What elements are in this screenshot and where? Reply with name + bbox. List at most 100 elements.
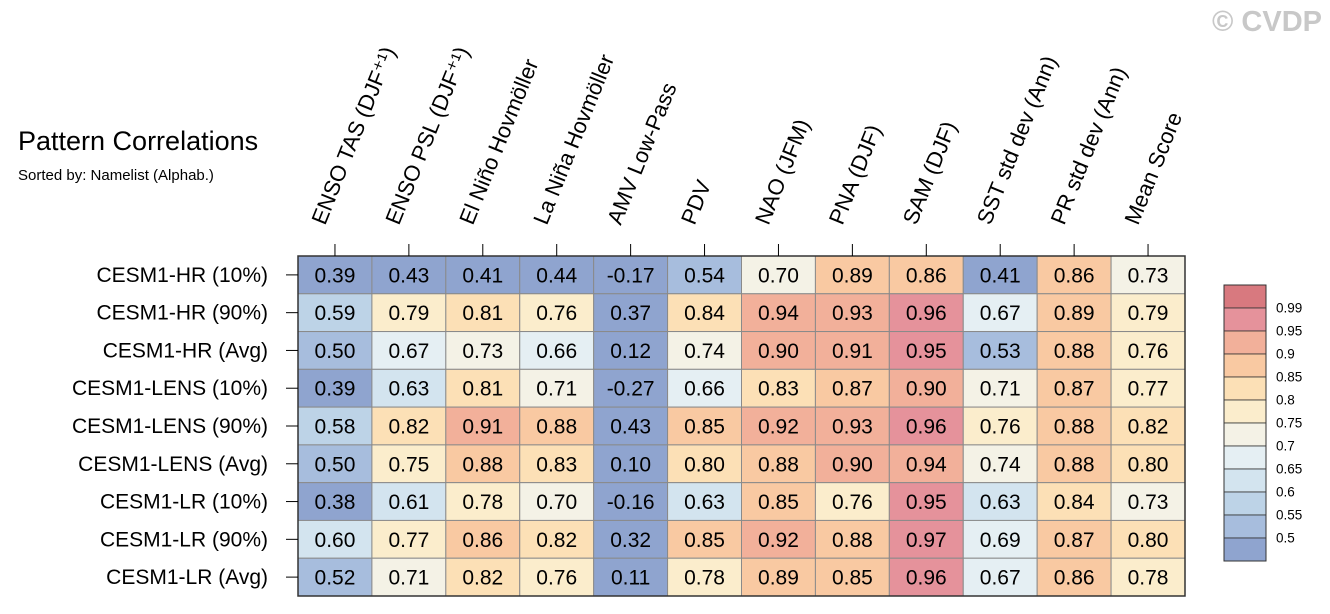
column-label: ENSO PSL (DJF⁺¹): [380, 43, 474, 228]
heatmap-cell: [962, 519, 1038, 559]
cell-value-label: 0.60: [315, 529, 356, 552]
cell-value-label: 0.73: [1128, 491, 1169, 514]
colorbar-tick-label: 0.8: [1276, 393, 1295, 408]
cell-value-label: 0.63: [684, 491, 725, 514]
column-label: SST std dev (Ann): [972, 52, 1062, 228]
heatmap-cell: [741, 368, 816, 408]
cell-value-label: 0.12: [610, 340, 651, 363]
cell-value-label: 0.77: [388, 529, 429, 552]
cell-value-label: 0.88: [536, 416, 577, 439]
cell-value-label: 0.74: [980, 453, 1021, 476]
heatmap-cell: [814, 519, 890, 559]
heatmap-cell: [371, 444, 447, 484]
colorbar-swatch: [1223, 491, 1267, 516]
heatmap-cell: [593, 406, 669, 446]
heatmap-cell: [1036, 482, 1112, 521]
cell-value-label: 0.77: [1128, 378, 1169, 401]
colorbar-tick-label: 0.55: [1276, 508, 1302, 523]
cell-value-label: 0.66: [536, 340, 577, 363]
colorbar-swatch: [1223, 284, 1267, 309]
cell-value-label: 0.37: [610, 302, 651, 325]
cell-value-label: 0.96: [906, 302, 947, 325]
heatmap-cell: [1036, 293, 1112, 333]
cell-value-label: 0.97: [906, 529, 947, 552]
colorbar-tick-label: 0.6: [1276, 485, 1295, 500]
cell-value-label: 0.88: [462, 453, 503, 476]
heatmap-cell: [297, 444, 373, 484]
cell-value-label: 0.71: [980, 378, 1021, 401]
heatmap-cell: [667, 406, 742, 446]
cell-value-label: 0.43: [610, 416, 651, 439]
heatmap-cell: [667, 293, 742, 333]
row-labels: CESM1-HR (10%) CESM1-HR (90%) CESM1-HR (Av…: [72, 264, 298, 589]
heatmap-cell: [1110, 406, 1186, 446]
heatmap-cell: [297, 406, 373, 446]
cell-value-label: 0.86: [462, 529, 503, 552]
heatmap-cell: [1036, 255, 1112, 295]
cell-value-label: 0.86: [1054, 264, 1095, 287]
heatmap-cell: [519, 406, 595, 446]
cell-value-label: 0.74: [684, 340, 725, 363]
cell-value-label: 0.41: [980, 264, 1021, 287]
colorbar-tick-label: 0.99: [1276, 301, 1302, 316]
cell-value-label: 0.96: [906, 567, 947, 590]
colorbar-tick-label: 0.65: [1276, 462, 1302, 477]
cell-value-label: 0.81: [462, 378, 503, 401]
heatmap-cell: [1036, 557, 1112, 597]
cell-value-label: 0.88: [1054, 340, 1095, 363]
cell-value-label: 0.83: [758, 378, 799, 401]
cell-value-label: 0.67: [980, 302, 1021, 325]
heatmap-cell: [962, 557, 1038, 597]
cell-value-label: 0.41: [462, 264, 503, 287]
heatmap-cell: [593, 482, 669, 521]
colorbar-swatch: [1223, 307, 1267, 332]
cell-value-label: 0.89: [832, 264, 873, 287]
heatmap-cell: [814, 444, 890, 484]
cell-value-label: 0.54: [684, 264, 725, 287]
heatmap-cell: [519, 519, 595, 559]
watermark: © CVDP: [1212, 6, 1322, 38]
colorbar-swatch: [1223, 422, 1267, 447]
title-block: Pattern Correlations Sorted by: Namelist…: [18, 126, 258, 184]
row-label: CESM1-LENS (10%): [72, 377, 268, 400]
cell-value-label: 0.95: [906, 340, 947, 363]
cell-value-label: 0.78: [1128, 567, 1169, 590]
cell-value-label: 0.90: [832, 453, 873, 476]
colorbar-swatch: [1223, 537, 1267, 562]
cell-value-label: 0.61: [388, 491, 429, 514]
cell-value-label: -0.17: [607, 264, 655, 287]
cell-value-label: 0.76: [832, 491, 873, 514]
colorbar-tick-label: 0.5: [1276, 531, 1295, 546]
heatmap-cell: [962, 482, 1038, 521]
heatmap-cell: [1036, 406, 1112, 446]
cell-value-label: 0.78: [462, 491, 503, 514]
cell-value-label: 0.83: [536, 453, 577, 476]
cell-value-label: 0.43: [388, 264, 429, 287]
heatmap-cell: [962, 331, 1038, 370]
cell-value-label: 0.82: [536, 529, 577, 552]
cell-value-label: 0.92: [758, 416, 799, 439]
cell-value-label: 0.52: [315, 567, 356, 590]
heatmap-cell: [888, 293, 964, 333]
heatmap-cell: [1036, 368, 1112, 408]
cell-value-label: 0.82: [462, 567, 503, 590]
heatmap-cell: [814, 255, 890, 295]
heatmap-cell: [1110, 482, 1186, 521]
column-labels: ENSO TAS (DJF⁺¹)ENSO PSL (DJF⁺¹)El Niño …: [306, 43, 1187, 256]
cell-value-label: 0.91: [462, 416, 503, 439]
colorbar-tick-label: 0.9: [1276, 347, 1295, 362]
heatmap-cell: [445, 331, 521, 370]
heatmap-cell: [297, 557, 373, 597]
colorbar-swatch: [1223, 376, 1267, 401]
cell-value-label: 0.71: [388, 567, 429, 590]
cell-value-label: 0.93: [832, 302, 873, 325]
cell-value-label: 0.82: [1128, 416, 1169, 439]
heatmap-cell: [1110, 557, 1186, 597]
colorbar-tick-label: 0.95: [1276, 324, 1302, 339]
cell-value-label: 0.85: [684, 416, 725, 439]
cell-value-label: 0.93: [832, 416, 873, 439]
heatmap-cell: [962, 406, 1038, 446]
heatmap-cell: [593, 293, 669, 333]
heatmap-cell: [371, 368, 447, 408]
